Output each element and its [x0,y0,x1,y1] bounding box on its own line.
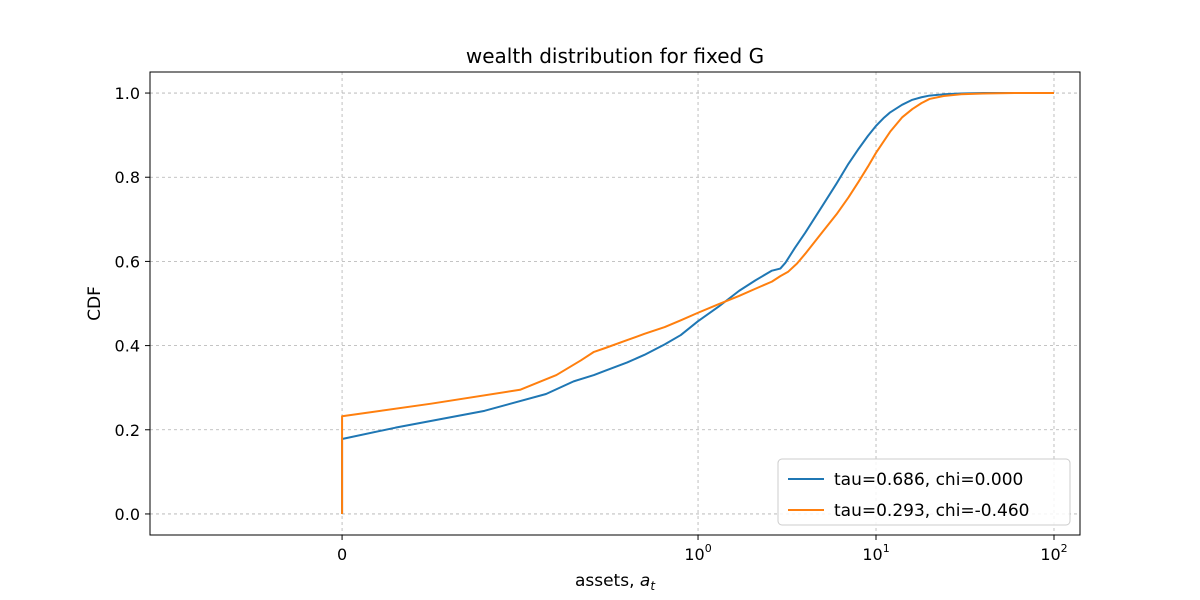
x-tick-label: 100 [684,542,711,564]
x-tick-exponent: 2 [1061,542,1068,555]
legend-label-2: tau=0.293, chi=-0.460 [834,501,1029,521]
y-tick-label: 0.0 [115,505,140,524]
x-tick-label: 101 [862,542,889,564]
x-tick-base: 10 [684,545,704,564]
legend-box [777,458,1071,526]
x-axis-label-text: assets, [575,571,640,591]
x-axis-label-sub: t [650,579,656,593]
legend-label-1: tau=0.686, chi=0.000 [834,470,1023,490]
x-tick-base: 10 [1040,545,1060,564]
x-tick-base: 10 [862,545,882,564]
x-axis-label: assets, at [575,571,656,593]
x-tick-exponent: 0 [705,542,712,555]
x-tick-exponent: 1 [883,542,890,555]
y-tick-label: 0.8 [115,168,140,187]
plot-frame [149,71,1081,536]
y-tick-label: 0.2 [115,421,140,440]
x-axis-label-var: a [640,571,650,591]
y-tick-label: 1.0 [115,84,140,103]
x-tick-base: 0 [337,545,347,564]
x-tick-label: 0 [337,545,347,564]
chart-title: wealth distribution for fixed G [466,44,764,68]
y-tick-label: 0.6 [115,252,140,271]
series-lines [341,92,1054,514]
series-line-2 [341,92,1054,514]
series-line-1 [341,92,1054,514]
legend: tau=0.686, chi=0.000 tau=0.293, chi=-0.46… [777,458,1071,526]
y-axis-label: CDF [85,286,105,321]
y-tick-label: 0.4 [115,337,140,356]
x-tick-label: 102 [1040,542,1067,564]
